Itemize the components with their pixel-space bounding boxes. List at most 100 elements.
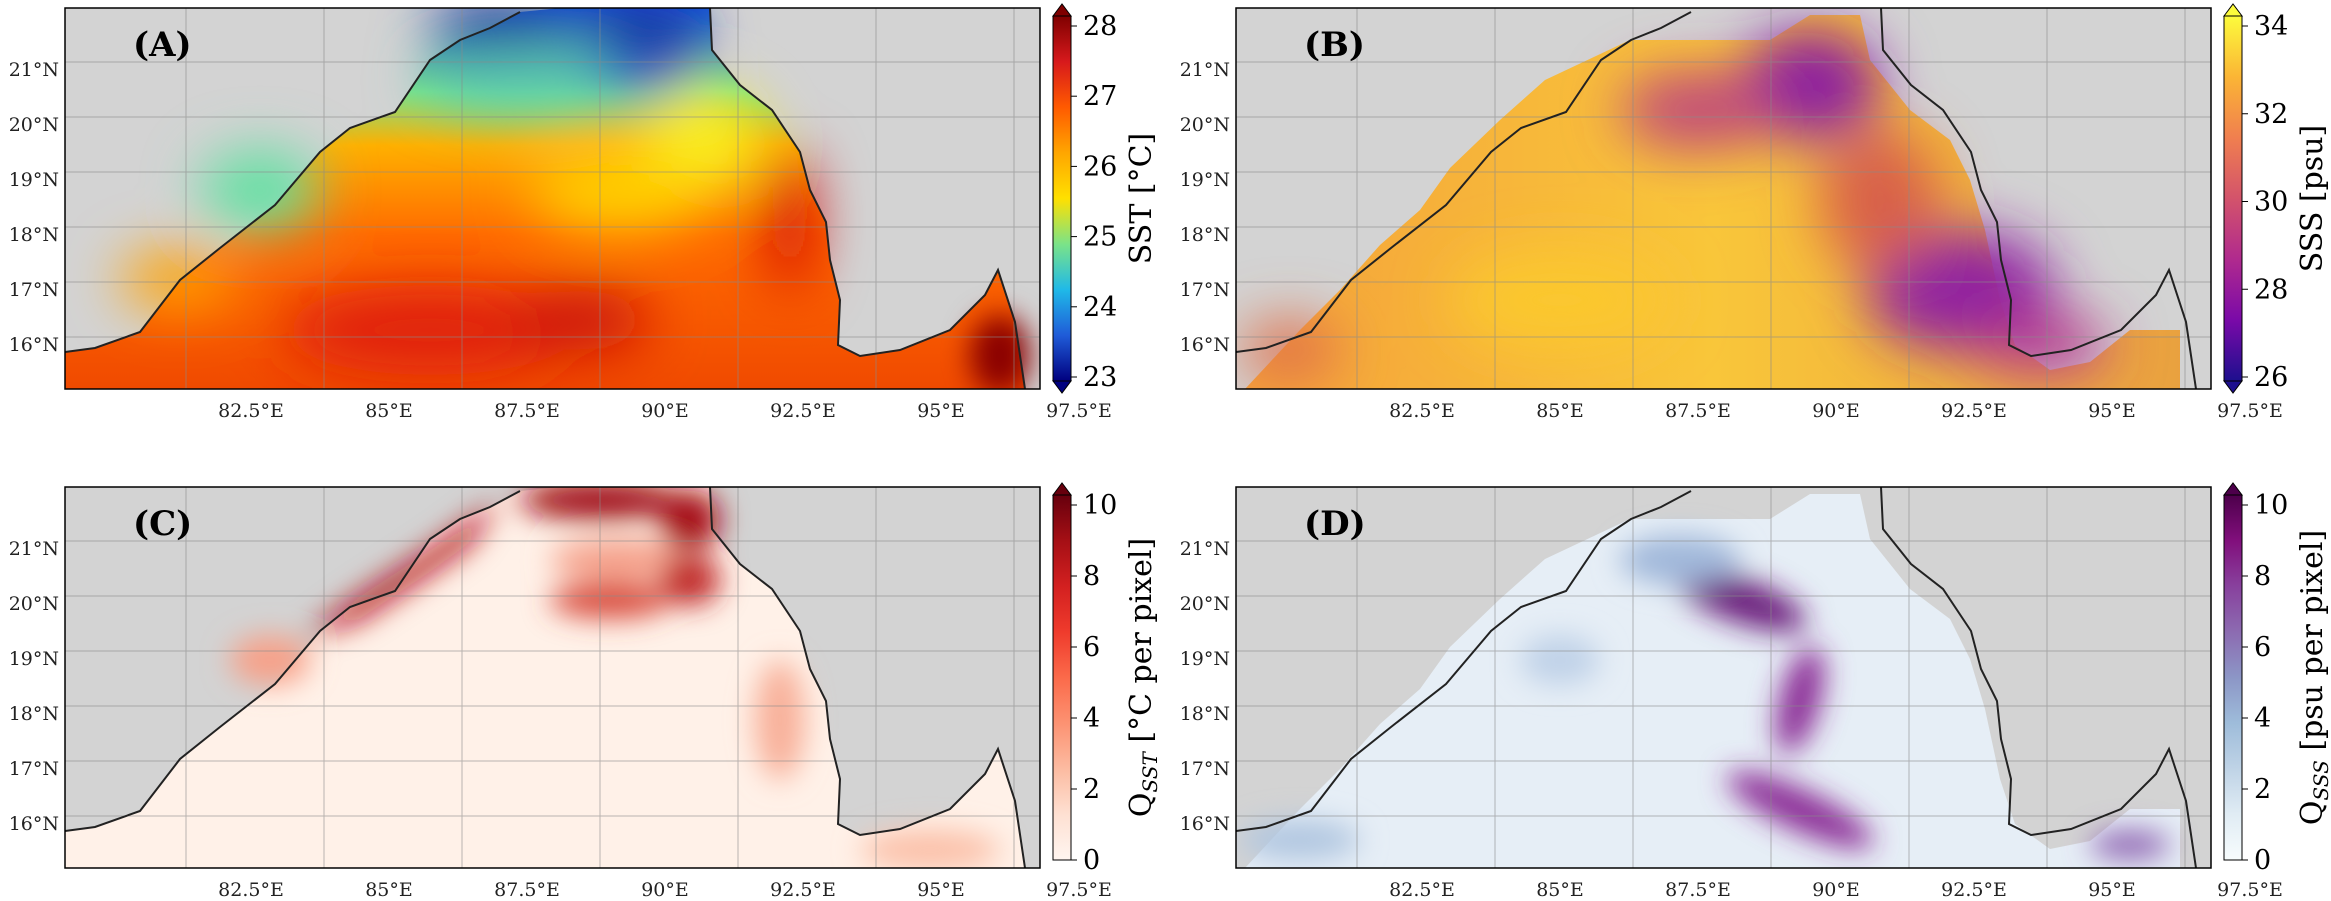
coastline xyxy=(1236,487,2197,868)
colorbar-c: 10 8 6 4 2 0 QSST [°C per pixel] xyxy=(1052,482,1162,876)
lat-tick-label: 18°N xyxy=(1180,224,1230,246)
colorbar-gradient xyxy=(1052,494,1072,861)
colorbar-tick-label: 6 xyxy=(2254,632,2271,663)
lat-tick-label: 17°N xyxy=(1180,279,1230,301)
lat-tick-label: 20°N xyxy=(9,114,59,136)
lon-tick-label: 87.5°E xyxy=(1665,879,1731,901)
colorbar-tick-label: 28 xyxy=(1083,11,1117,42)
colorbar-tick-label: 24 xyxy=(1083,292,1117,323)
colorbar-label: QSST [°C per pixel] xyxy=(1124,538,1162,817)
lat-tick-label: 21°N xyxy=(1180,59,1230,81)
colorbar-tick-label: 10 xyxy=(1083,490,1117,521)
lat-tick-label: 16°N xyxy=(9,813,59,835)
frame xyxy=(64,7,1041,390)
lon-tick-label: 97.5°E xyxy=(2217,400,2283,422)
colorbar-label-unit: [psu per pixel] xyxy=(2295,530,2330,760)
colorbar-tick-label: 0 xyxy=(2254,845,2271,876)
colorbar-label-sub: SSS xyxy=(2309,760,2331,800)
lat-tick-label: 21°N xyxy=(9,538,59,560)
lat-tick-label: 18°N xyxy=(9,703,59,725)
graticule xyxy=(65,487,1040,868)
lon-tick-label: 87.5°E xyxy=(494,879,560,901)
lon-tick-label: 95°E xyxy=(917,400,965,422)
graticule xyxy=(65,8,1040,389)
colorbar-label: SST [°C] xyxy=(1124,133,1159,264)
colorbar-tick-label: 8 xyxy=(1083,561,1100,592)
colorbar-a: 28 27 26 25 24 23 SST [°C] xyxy=(1052,3,1159,394)
qsss-field xyxy=(1240,494,2180,868)
lat-tick-label: 17°N xyxy=(9,279,59,301)
colorbar-tick-label: 30 xyxy=(2254,187,2288,218)
colorbar-label: SSS [psu] xyxy=(2295,125,2330,272)
coastline xyxy=(1236,8,2197,389)
colorbar-tick-label: 8 xyxy=(2254,561,2271,592)
lat-tick-label: 18°N xyxy=(9,224,59,246)
colorbar-label-q: Q xyxy=(1124,793,1159,818)
lon-tick-label: 85°E xyxy=(1536,879,1584,901)
panel-d: (D) xyxy=(1235,486,2212,869)
colorbar-extend-top xyxy=(2223,3,2243,17)
colorbar-tick-label: 32 xyxy=(2254,99,2288,130)
frame xyxy=(1235,7,2212,390)
colorbar-extend-top xyxy=(1052,482,1072,496)
lon-tick-label: 92.5°E xyxy=(770,879,836,901)
colorbar-tick-label: 23 xyxy=(1083,362,1117,393)
panel-label: (D) xyxy=(1304,504,1366,544)
colorbar-tick-label: 2 xyxy=(1083,774,1100,805)
colorbar-tick-label: 10 xyxy=(2254,490,2288,521)
lon-tick-label: 82.5°E xyxy=(1389,879,1455,901)
panel-c: (C) xyxy=(64,486,1041,869)
lat-tick-label: 21°N xyxy=(1180,538,1230,560)
frame xyxy=(64,486,1041,869)
lon-tick-label: 92.5°E xyxy=(770,400,836,422)
colorbar-extend-top xyxy=(1052,3,1072,17)
lon-tick-label: 87.5°E xyxy=(1665,400,1731,422)
lon-tick-label: 90°E xyxy=(1812,400,1860,422)
panel-label: (C) xyxy=(133,504,192,544)
colorbar-tick-label: 6 xyxy=(1083,632,1100,663)
lon-tick-label: 82.5°E xyxy=(1389,400,1455,422)
lat-tick-label: 17°N xyxy=(1180,758,1230,780)
lat-tick-label: 16°N xyxy=(9,334,59,356)
colorbar-gradient xyxy=(1052,15,1072,382)
panel-label: (A) xyxy=(133,25,192,65)
lon-tick-label: 90°E xyxy=(641,879,689,901)
colorbar-tick-label: 26 xyxy=(1083,151,1117,182)
colorbar-tick-label: 4 xyxy=(1083,703,1100,734)
graticule xyxy=(1236,487,2211,868)
lon-tick-label: 82.5°E xyxy=(218,400,284,422)
colorbar-extend-bottom xyxy=(1052,380,1072,394)
colorbar-gradient xyxy=(2223,15,2243,382)
colorbar-tick-label: 26 xyxy=(2254,362,2288,393)
lat-tick-label: 19°N xyxy=(1180,169,1230,191)
colorbar-label: QSSS [psu per pixel] xyxy=(2295,530,2331,825)
lon-tick-label: 97.5°E xyxy=(1046,400,1112,422)
colorbar-tick-label: 2 xyxy=(2254,774,2271,805)
lon-tick-label: 97.5°E xyxy=(1046,879,1112,901)
lat-tick-label: 20°N xyxy=(1180,114,1230,136)
axis-ticks: 21°N 20°N 19°N 18°N 17°N 16°N 82.5°E 85°E 87.5°E… xyxy=(9,59,2283,901)
lon-tick-label: 97.5°E xyxy=(2217,879,2283,901)
panel-b: (B) xyxy=(1235,7,2212,390)
graticule xyxy=(1236,8,2211,389)
lat-tick-label: 17°N xyxy=(9,758,59,780)
colorbar-tick-label: 28 xyxy=(2254,274,2288,305)
colorbar-tick-label: 34 xyxy=(2254,11,2288,42)
coastline xyxy=(65,487,1026,868)
lat-tick-label: 18°N xyxy=(1180,703,1230,725)
lon-tick-label: 90°E xyxy=(641,400,689,422)
lat-tick-label: 19°N xyxy=(9,648,59,670)
colorbar-gradient xyxy=(2223,494,2243,861)
coastline xyxy=(65,8,1026,389)
colorbar-extend-bottom xyxy=(2223,380,2243,394)
colorbar-b: 34 32 30 28 26 SSS [psu] xyxy=(2223,3,2330,394)
lon-tick-label: 85°E xyxy=(365,400,413,422)
lat-tick-label: 19°N xyxy=(9,169,59,191)
lon-tick-label: 95°E xyxy=(2088,400,2136,422)
lon-tick-label: 87.5°E xyxy=(494,400,560,422)
lat-tick-label: 21°N xyxy=(9,59,59,81)
lon-tick-label: 85°E xyxy=(365,879,413,901)
colorbar-extend-top xyxy=(2223,482,2243,496)
